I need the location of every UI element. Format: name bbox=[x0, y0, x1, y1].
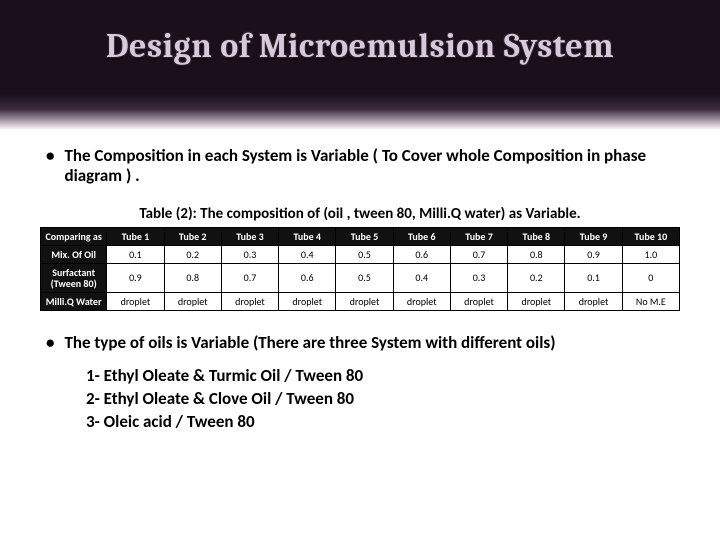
cell: 0.5 bbox=[336, 263, 393, 292]
slide-title: Design of Microemulsion System bbox=[106, 26, 614, 66]
row-label-2: Surfactant (Tween 80) bbox=[41, 263, 107, 292]
col-1: Tube 1 bbox=[107, 227, 164, 245]
oil-systems-list: 1- Ethyl Oleate & Turmic Oil / Tween 80 … bbox=[86, 365, 690, 434]
table-header-row: Comparing as Tube 1 Tube 2 Tube 3 Tube 4… bbox=[41, 227, 680, 245]
cell: 0.5 bbox=[336, 245, 393, 263]
cell: No M.E bbox=[622, 292, 679, 310]
col-6: Tube 6 bbox=[393, 227, 450, 245]
col-7: Tube 7 bbox=[450, 227, 507, 245]
cell: droplet bbox=[107, 292, 164, 310]
bullet-2: • The type of oils is Variable (There ar… bbox=[46, 333, 690, 353]
bullet-dot-icon: • bbox=[46, 333, 54, 353]
col-5: Tube 5 bbox=[336, 227, 393, 245]
slide: Design of Microemulsion System • The Com… bbox=[0, 0, 720, 540]
table-corner: Comparing as bbox=[41, 227, 107, 245]
table-caption: Table (2): The composition of (oil , twe… bbox=[30, 205, 690, 223]
composition-table: Comparing as Tube 1 Tube 2 Tube 3 Tube 4… bbox=[40, 227, 680, 311]
col-2: Tube 2 bbox=[164, 227, 221, 245]
col-10: Tube 10 bbox=[622, 227, 679, 245]
cell: 0 bbox=[622, 263, 679, 292]
cell: droplet bbox=[164, 292, 221, 310]
cell: 0.6 bbox=[393, 245, 450, 263]
cell: 0.1 bbox=[107, 245, 164, 263]
col-8: Tube 8 bbox=[508, 227, 565, 245]
table-row: Mix. Of Oil 0.1 0.2 0.3 0.4 0.5 0.6 0.7 … bbox=[41, 245, 680, 263]
cell: droplet bbox=[221, 292, 278, 310]
col-4: Tube 4 bbox=[279, 227, 336, 245]
cell: 1.0 bbox=[622, 245, 679, 263]
bullet-1: • The Composition in each System is Vari… bbox=[46, 146, 690, 187]
cell: 0.8 bbox=[508, 245, 565, 263]
cell: 0.7 bbox=[221, 263, 278, 292]
list-item: 1- Ethyl Oleate & Turmic Oil / Tween 80 bbox=[86, 365, 690, 388]
list-item: 3- Oleic acid / Tween 80 bbox=[86, 411, 690, 434]
bullet-1-text: The Composition in each System is Variab… bbox=[64, 146, 690, 187]
cell: 0.3 bbox=[450, 263, 507, 292]
col-3: Tube 3 bbox=[221, 227, 278, 245]
cell: 0.1 bbox=[565, 263, 622, 292]
cell: droplet bbox=[508, 292, 565, 310]
cell: droplet bbox=[565, 292, 622, 310]
cell: 0.9 bbox=[565, 245, 622, 263]
title-band: Design of Microemulsion System bbox=[0, 0, 720, 130]
row-label-3: Milli.Q Water bbox=[41, 292, 107, 310]
cell: 0.4 bbox=[393, 263, 450, 292]
cell: 0.2 bbox=[508, 263, 565, 292]
cell: 0.7 bbox=[450, 245, 507, 263]
cell: 0.3 bbox=[221, 245, 278, 263]
cell: 0.2 bbox=[164, 245, 221, 263]
table-row: Milli.Q Water droplet droplet droplet dr… bbox=[41, 292, 680, 310]
bullet-2-text: The type of oils is Variable (There are … bbox=[64, 333, 555, 353]
row-label-1: Mix. Of Oil bbox=[41, 245, 107, 263]
cell: 0.6 bbox=[279, 263, 336, 292]
cell: 0.8 bbox=[164, 263, 221, 292]
cell: droplet bbox=[279, 292, 336, 310]
cell: 0.4 bbox=[279, 245, 336, 263]
slide-body: • The Composition in each System is Vari… bbox=[0, 130, 720, 540]
list-item: 2- Ethyl Oleate & Clove Oil / Tween 80 bbox=[86, 388, 690, 411]
cell: droplet bbox=[393, 292, 450, 310]
col-9: Tube 9 bbox=[565, 227, 622, 245]
bullet-dot-icon: • bbox=[46, 146, 54, 187]
cell: droplet bbox=[336, 292, 393, 310]
table-row: Surfactant (Tween 80) 0.9 0.8 0.7 0.6 0.… bbox=[41, 263, 680, 292]
cell: 0.9 bbox=[107, 263, 164, 292]
cell: droplet bbox=[450, 292, 507, 310]
